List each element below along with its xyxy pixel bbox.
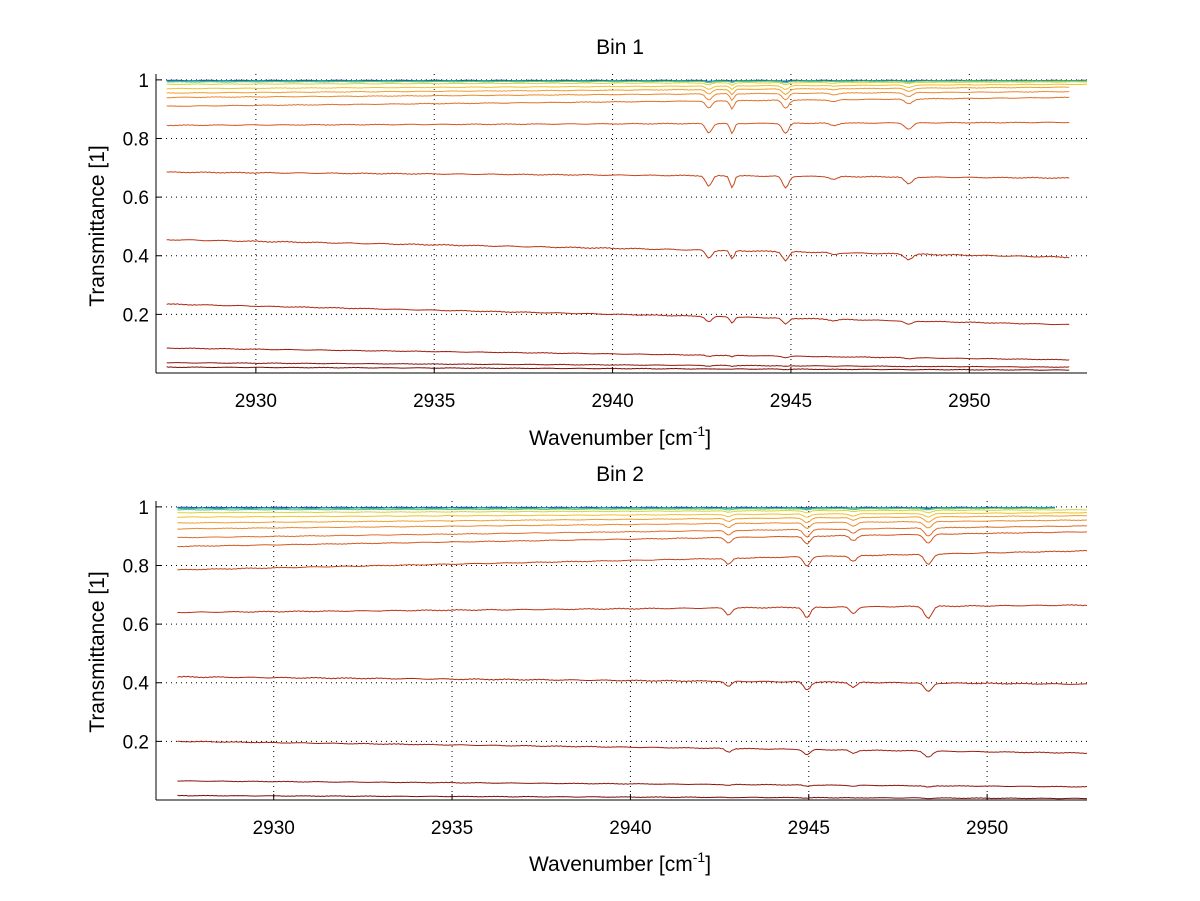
x-tick-label: 2935 [413,391,455,412]
series-line [177,525,1088,539]
y-tick-label: 1 [138,498,149,519]
plot-area: 2930 2935 2940 2945 2950 0.2 0.4 0.6 0.8 1 [123,71,1088,412]
series-line [166,347,1070,361]
y-tick-label: 0.6 [123,615,149,636]
x-axis-label: Wavenumber [cm-1] [529,423,711,450]
series-line [166,90,1070,102]
series-line [166,366,1070,371]
y-tick-label: 0.4 [123,674,150,695]
x-tick-label: 2930 [253,818,295,839]
series-line [166,362,1070,368]
y-tick-label: 0.4 [123,247,150,268]
chart-title: Bin 2 [596,463,644,486]
x-tick-label: 2940 [591,391,633,412]
series-line [166,171,1070,189]
series-line [166,303,1070,326]
y-tick-label: 0.2 [123,732,149,753]
x-tick-label: 2945 [788,818,830,839]
x-tick-label: 2930 [235,391,277,412]
chart-title: Bin 1 [596,36,644,59]
series-line [177,604,1088,620]
y-tick-label: 0.8 [123,556,149,577]
x-tick-label: 2935 [431,818,473,839]
x-tick-label: 2945 [770,391,812,412]
chart-bin-2: Bin 2 2930 2935 2940 2945 29500.20.40.60.81 … [86,463,1088,876]
series-line [166,121,1070,135]
y-axis-label: Transmittance [1] [86,571,109,732]
series-line [177,514,1087,524]
series-line [166,81,1088,86]
series-line [177,511,1088,518]
y-tick-label: 1 [138,71,149,92]
series-line [177,531,1088,548]
y-tick-label: 0.6 [123,188,149,209]
y-tick-label: 0.8 [123,129,149,150]
series-line [166,239,1070,262]
series-line [177,508,1088,514]
plot-area: 2930 2935 2940 2945 2950 0.2 0.4 0.6 0.8 1 [123,498,1088,839]
y-axis-label: Transmittance [1] [86,145,109,306]
series-line [177,507,1055,511]
y-tick-label: 0.2 [123,305,149,326]
series-line [177,549,1088,571]
series-line [177,780,1088,788]
x-axis-label: Wavenumber [cm-1] [529,849,711,876]
series-line [177,519,1088,530]
series-line [177,675,1088,692]
x-tick-label: 2940 [609,818,651,839]
series-line [166,80,1088,84]
series-line [177,740,1088,758]
chart-bin-1: Bin 1 2930 2935 2940 2945 29500.20.40.60.81 … [86,36,1088,450]
series-line [166,83,1088,91]
series-line [166,96,1070,110]
x-tick-label: 2950 [966,818,1008,839]
series-line [177,794,1087,800]
series-line [166,86,1070,96]
series-line [177,506,1055,510]
x-tick-label: 2950 [948,391,990,412]
